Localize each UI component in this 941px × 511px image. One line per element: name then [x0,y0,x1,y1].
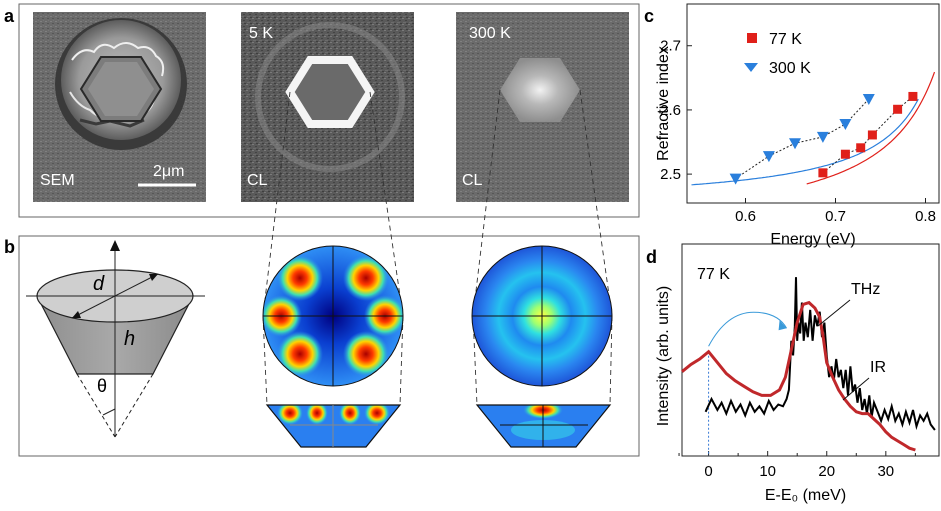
chart-c-x-tick-label: 0.6 [735,208,756,225]
panel-b-frame [18,235,640,457]
panel-label-d: d [646,247,657,267]
chart-c-point-77k [908,91,918,101]
chart-d-x-tick-label: 0 [704,463,712,480]
chart-c-y-tick-label: 2.7 [660,38,681,55]
panel-label-a: a [4,6,15,26]
sem-image: 2μm SEM [33,12,206,202]
mode-map-300k [471,245,613,387]
cl-300k-title: 300 K [469,25,511,42]
chart-d-x-tick-label: 30 [877,463,894,480]
chart-c-dotted-guide [735,98,870,180]
arrow-head-icon [778,320,787,331]
chart-c-refractive-index: 0.6 0.7 0.8 2.5 2.6 2.7 77 K 300 K Energy (eV)… [655,3,940,248]
chart-c-point-300k [862,94,875,106]
chart-c-fit-curve [691,98,919,186]
chart-c-point-300k [789,138,801,150]
mode-cross-section-5k [265,404,402,448]
chart-d-thz-line [704,277,936,431]
legend-77k-label: 77 K [769,31,802,48]
panel-label-b: b [4,237,15,257]
chart-c-fit-curve [806,71,936,185]
chart-c-x-axis-label: Energy (eV) [770,231,855,248]
chart-d-temperature-label: 77 K [697,266,730,283]
cl-300k-label: CL [462,172,483,189]
theta-label: θ [97,376,107,396]
chart-c-point-77k [893,104,903,114]
panel-label-c: c [644,6,654,26]
chart-d-x-tick-label: 20 [818,463,835,480]
chart-d-ir-label: IR [870,359,886,376]
chart-c-plot-area [686,3,940,204]
chart-c-point-77k [856,143,866,153]
chart-d-plot-area [681,243,940,457]
chart-c-y-tick-label: 2.6 [660,102,681,119]
chart-c-y-axis-label: Refractive index [655,46,672,161]
cone-schematic: d h θ [26,240,205,438]
height-label: h [124,328,135,350]
mode-map-5k [262,245,404,387]
zoom-connectors [262,89,613,406]
panel-a-frame [18,3,640,218]
chart-c-point-300k [729,173,742,185]
chart-d-ir-line [681,300,916,452]
legend-300k-marker [744,63,758,72]
chart-d-intensity: 0 10 20 30 77 K THz IR E-E₀ (meV) Intensity (… [655,243,940,504]
chart-c-x-tick-label: 0.7 [825,208,846,225]
chart-c-y-tick-label: 2.5 [660,166,681,183]
chart-c-point-77k [840,149,850,159]
chart-d-x-tick-label: 10 [759,463,776,480]
chart-c-point-300k [816,131,829,143]
scale-bar-label: 2μm [153,163,184,180]
cl-5k-title: 5 K [249,25,273,42]
cl-image-300k: 300 K CL [456,12,629,202]
chart-d-ir-pointer [842,377,870,401]
diameter-label: d [93,273,105,295]
cl-image-5k: 5 K CL [241,12,414,202]
chart-d-thz-pointer [817,299,851,327]
chart-c-point-77k [867,130,877,140]
up-arrow-icon [110,240,120,251]
chart-d-y-axis-label: Intensity (arb. units) [655,286,672,427]
sem-label: SEM [40,172,75,189]
chart-c-x-tick-label: 0.8 [915,208,936,225]
chart-c-point-300k [839,119,852,131]
chart-d-transfer-arrow [708,311,788,347]
chart-c-point-300k [762,151,775,163]
legend-300k-label: 300 K [769,60,811,77]
mode-cross-section-300k [475,404,612,448]
legend-77k-marker [747,33,757,43]
cl-5k-label: CL [247,172,268,189]
chart-d-thz-label: THz [851,281,880,298]
chart-d-x-axis-label: E-E₀ (meV) [765,487,846,504]
chart-c-point-77k [818,168,828,178]
